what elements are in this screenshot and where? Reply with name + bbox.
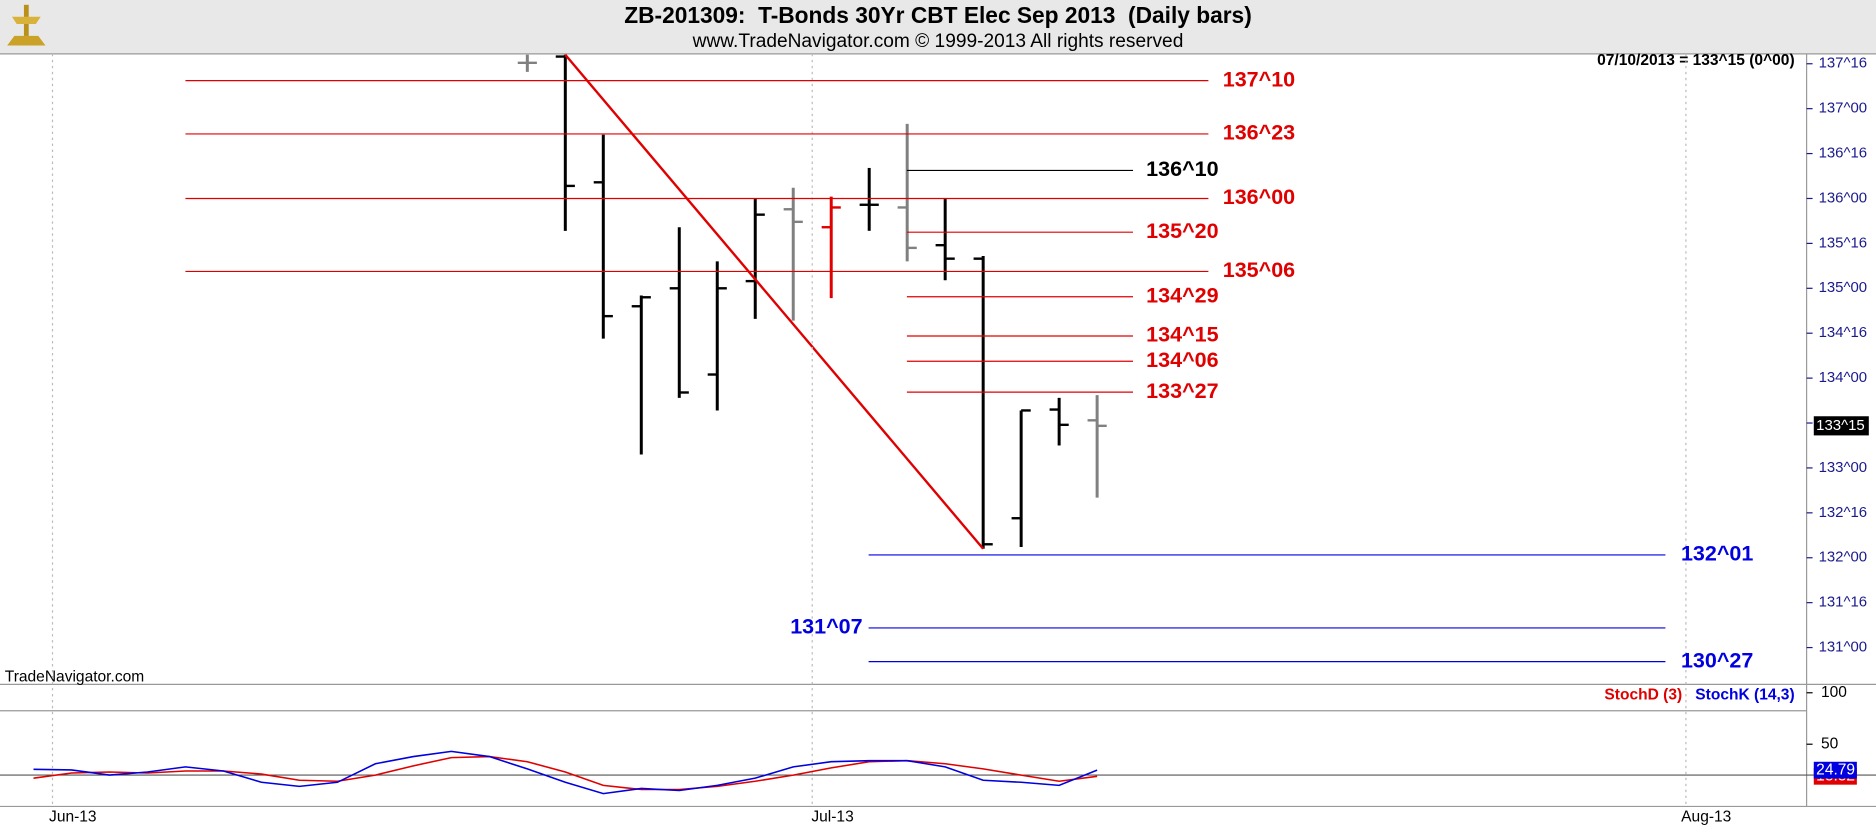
y-tick-label: 137^16 xyxy=(1819,55,1868,72)
y-tick-label: 50 xyxy=(1821,735,1839,752)
y-tick-label: 132^16 xyxy=(1819,504,1868,521)
last-value-label: 24.79 xyxy=(1816,761,1855,778)
y-tick-label: 135^00 xyxy=(1819,279,1868,296)
chart-title: ZB-201309: T-Bonds 30Yr CBT Elec Sep 201… xyxy=(624,2,1252,28)
y-tick-label: 100 xyxy=(1821,684,1847,701)
level-label: 130^27 xyxy=(1681,648,1753,672)
level-label: 137^10 xyxy=(1223,67,1295,91)
level-label: 135^20 xyxy=(1146,219,1218,243)
level-label: 134^15 xyxy=(1146,323,1218,347)
logo xyxy=(7,4,46,46)
last-value-box xyxy=(1813,761,1857,779)
x-tick-label: Jun-13 xyxy=(49,808,97,825)
level-label: 136^00 xyxy=(1223,185,1295,209)
level-label: 134^06 xyxy=(1146,348,1218,372)
level-label: 134^29 xyxy=(1146,283,1218,307)
trendline xyxy=(564,54,985,550)
y-tick-label: 134^16 xyxy=(1819,324,1868,341)
last-value-label: 133^15 xyxy=(1816,417,1865,434)
y-tick-label: 134^00 xyxy=(1819,369,1868,386)
legend-entry: StochD (3) xyxy=(1604,686,1682,703)
stoch-line xyxy=(33,750,1098,795)
legend-entry: StochK (14,3) xyxy=(1695,686,1794,703)
y-tick-label: 131^16 xyxy=(1819,594,1868,611)
y-tick-label: 135^16 xyxy=(1819,234,1868,251)
watermark: TradeNavigator.com xyxy=(5,668,144,685)
level-label: 131^07 xyxy=(790,615,862,639)
level-label: 136^10 xyxy=(1146,157,1218,181)
chart-subtitle: www.TradeNavigator.com © 1999-2013 All r… xyxy=(692,31,1184,52)
stoch-line xyxy=(33,755,1098,791)
y-tick-label: 136^00 xyxy=(1819,189,1868,206)
last-value-box xyxy=(1813,416,1869,436)
x-tick-label: Jul-13 xyxy=(811,808,853,825)
level-label: 133^27 xyxy=(1146,379,1218,403)
y-tick-label: 136^16 xyxy=(1819,145,1868,162)
x-tick-label: Aug-13 xyxy=(1681,808,1731,825)
y-tick-label: 137^00 xyxy=(1819,100,1868,117)
y-tick-label: 132^00 xyxy=(1819,549,1868,566)
level-label: 132^01 xyxy=(1681,542,1753,566)
level-label: 135^06 xyxy=(1223,258,1295,282)
level-label: 136^23 xyxy=(1223,121,1295,145)
y-tick-label: 131^00 xyxy=(1819,639,1868,656)
status-text: 07/10/2013 = 133^15 (0^00) xyxy=(1597,52,1795,69)
y-tick-label: 133^00 xyxy=(1819,459,1868,476)
header-band xyxy=(0,0,1876,54)
price-panel xyxy=(517,54,1107,550)
